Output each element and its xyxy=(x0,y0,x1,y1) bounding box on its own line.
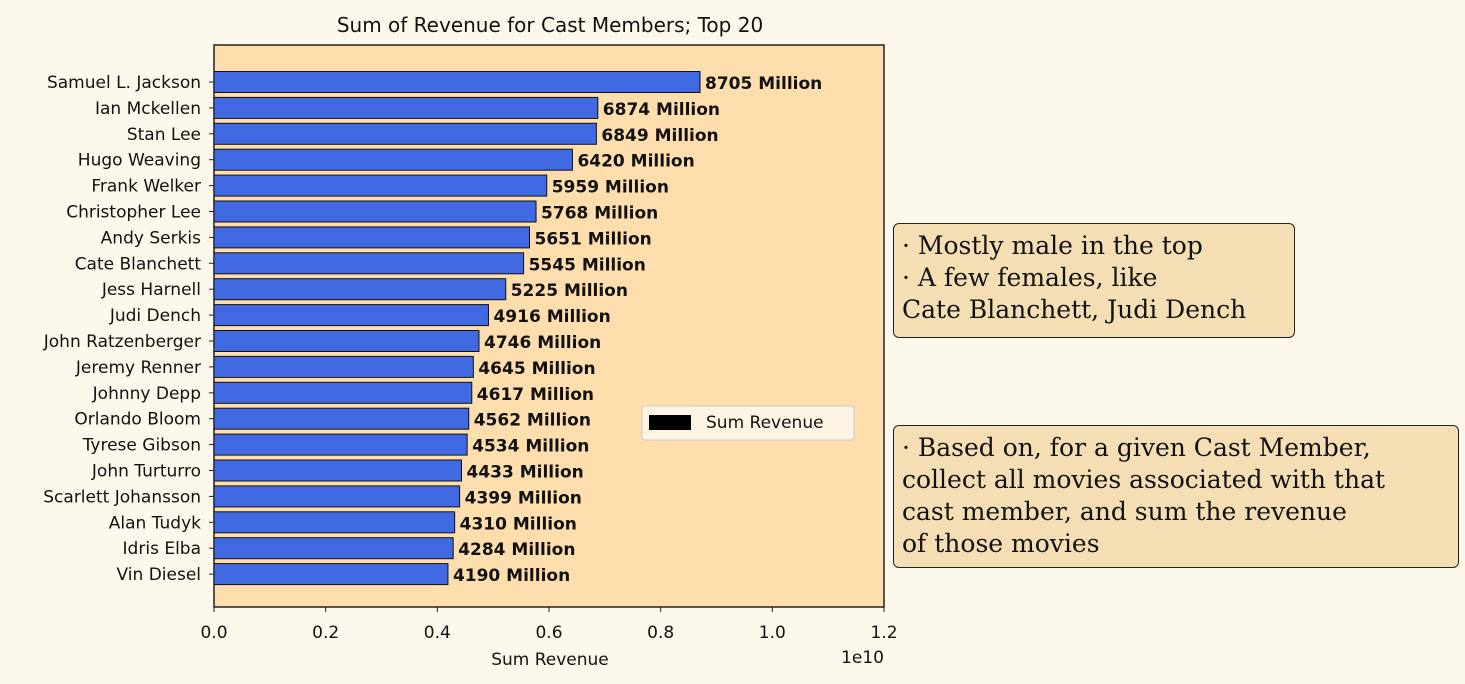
bars-group: Samuel L. Jackson 8705 Million Ian Mckelle… xyxy=(43,71,822,586)
y-tick-label: Jess Harnell xyxy=(101,280,201,300)
bar-data-label: 5959 Million xyxy=(552,178,669,198)
bar xyxy=(213,122,597,145)
bar-data-label: 4534 Million xyxy=(472,437,589,457)
bar-data-label: 5651 Million xyxy=(535,229,652,249)
chart-title: Sum of Revenue for Cast Members; Top 20 xyxy=(337,13,763,37)
annotation-line: of those movies xyxy=(902,529,1100,558)
x-tick-label: 0.0 xyxy=(200,623,227,643)
bar xyxy=(213,200,537,223)
y-tick-label: John Turturro xyxy=(91,462,201,482)
x-tick-label: 1.2 xyxy=(870,623,897,643)
y-tick-label: Frank Welker xyxy=(91,177,201,197)
x-axis: 0.0 0.2 0.4 0.6 0.8 1.0 1.2 xyxy=(200,607,898,643)
y-tick-label: John Ratzenberger xyxy=(43,332,201,352)
annotation-line: · Based on, for a given Cast Member, xyxy=(902,433,1371,462)
y-tick-label: Andy Serkis xyxy=(101,228,201,248)
x-tick-label: 0.4 xyxy=(424,623,451,643)
bar xyxy=(213,355,474,378)
bar xyxy=(213,252,525,275)
bar-data-label: 6420 Million xyxy=(577,152,694,172)
x-tick-label: 0.8 xyxy=(647,623,674,643)
y-tick-label: Jeremy Renner xyxy=(75,358,201,378)
annotation-line: · Mostly male in the top xyxy=(902,231,1203,260)
annotation-box-top: · Mostly male in the top · A few females… xyxy=(893,223,1295,338)
bar xyxy=(213,407,470,430)
bar xyxy=(213,511,456,534)
bar-data-label: 6849 Million xyxy=(601,126,718,146)
y-tick-label: Hugo Weaving xyxy=(78,151,201,171)
y-tick-label: Vin Diesel xyxy=(117,565,201,585)
bar xyxy=(213,278,507,301)
bar xyxy=(213,459,463,482)
bar xyxy=(213,226,531,249)
annotation-line: · A few females, like xyxy=(902,263,1158,292)
bar-data-label: 5768 Million xyxy=(541,204,658,224)
y-tick-label: Judi Dench xyxy=(109,306,201,326)
bar-data-label: 4562 Million xyxy=(474,411,591,431)
x-tick-label: 1.0 xyxy=(759,623,786,643)
bar-data-label: 4645 Million xyxy=(478,359,595,379)
bar-data-label: 5225 Million xyxy=(511,281,628,301)
x-tick-label: 0.2 xyxy=(312,623,339,643)
annotation-line: collect all movies associated with that xyxy=(902,465,1386,494)
x-axis-label: Sum Revenue xyxy=(491,650,609,670)
bar xyxy=(213,381,473,404)
annotation-line: cast member, and sum the revenue xyxy=(902,497,1347,526)
y-tick-label: Tyrese Gibson xyxy=(82,436,201,456)
y-tick-label: Christopher Lee xyxy=(66,203,201,223)
bar xyxy=(213,71,701,93)
bar xyxy=(213,148,573,171)
legend-box xyxy=(641,405,855,441)
annotation-line: Cate Blanchett, Judi Dench xyxy=(902,295,1247,324)
annotation-box-bottom: · Based on, for a given Cast Member, col… xyxy=(893,425,1459,568)
y-tick-label: Stan Lee xyxy=(127,125,201,145)
bar-data-label: 4433 Million xyxy=(467,463,584,483)
bar-data-label: 4617 Million xyxy=(477,385,594,405)
y-tick-label: Scarlett Johansson xyxy=(43,487,201,507)
bar-data-label: 4310 Million xyxy=(460,514,577,534)
bar xyxy=(213,433,468,456)
y-tick-label: Johnny Depp xyxy=(92,384,201,404)
x-axis-offset-label: 1e10 xyxy=(841,648,884,668)
bar-data-label: 4284 Million xyxy=(458,540,575,560)
legend: Sum Revenue xyxy=(641,405,855,441)
bar xyxy=(213,563,449,586)
y-tick-label: Idris Elba xyxy=(123,539,201,559)
x-tick-label: 0.6 xyxy=(535,623,562,643)
y-tick-label: Samuel L. Jackson xyxy=(47,73,201,93)
bar-data-label: 4746 Million xyxy=(484,333,601,353)
legend-swatch xyxy=(649,415,691,430)
bar-data-label: 8705 Million xyxy=(705,74,822,94)
bar xyxy=(213,537,454,560)
bar xyxy=(213,304,489,327)
bar-data-label: 4399 Million xyxy=(465,488,582,508)
bar xyxy=(213,174,548,197)
bar-data-label: 4916 Million xyxy=(493,307,610,327)
bar xyxy=(213,330,480,352)
bar-data-label: 5545 Million xyxy=(529,255,646,275)
y-tick-label: Ian Mckellen xyxy=(95,99,201,119)
legend-label: Sum Revenue xyxy=(706,413,824,433)
y-tick-label: Alan Tudyk xyxy=(109,513,201,533)
bar xyxy=(213,96,599,119)
bar-data-label: 6874 Million xyxy=(603,100,720,120)
bar-data-label: 4190 Million xyxy=(453,566,570,586)
y-tick-label: Orlando Bloom xyxy=(74,410,201,430)
bar xyxy=(213,485,461,508)
y-tick-label: Cate Blanchett xyxy=(75,254,202,274)
